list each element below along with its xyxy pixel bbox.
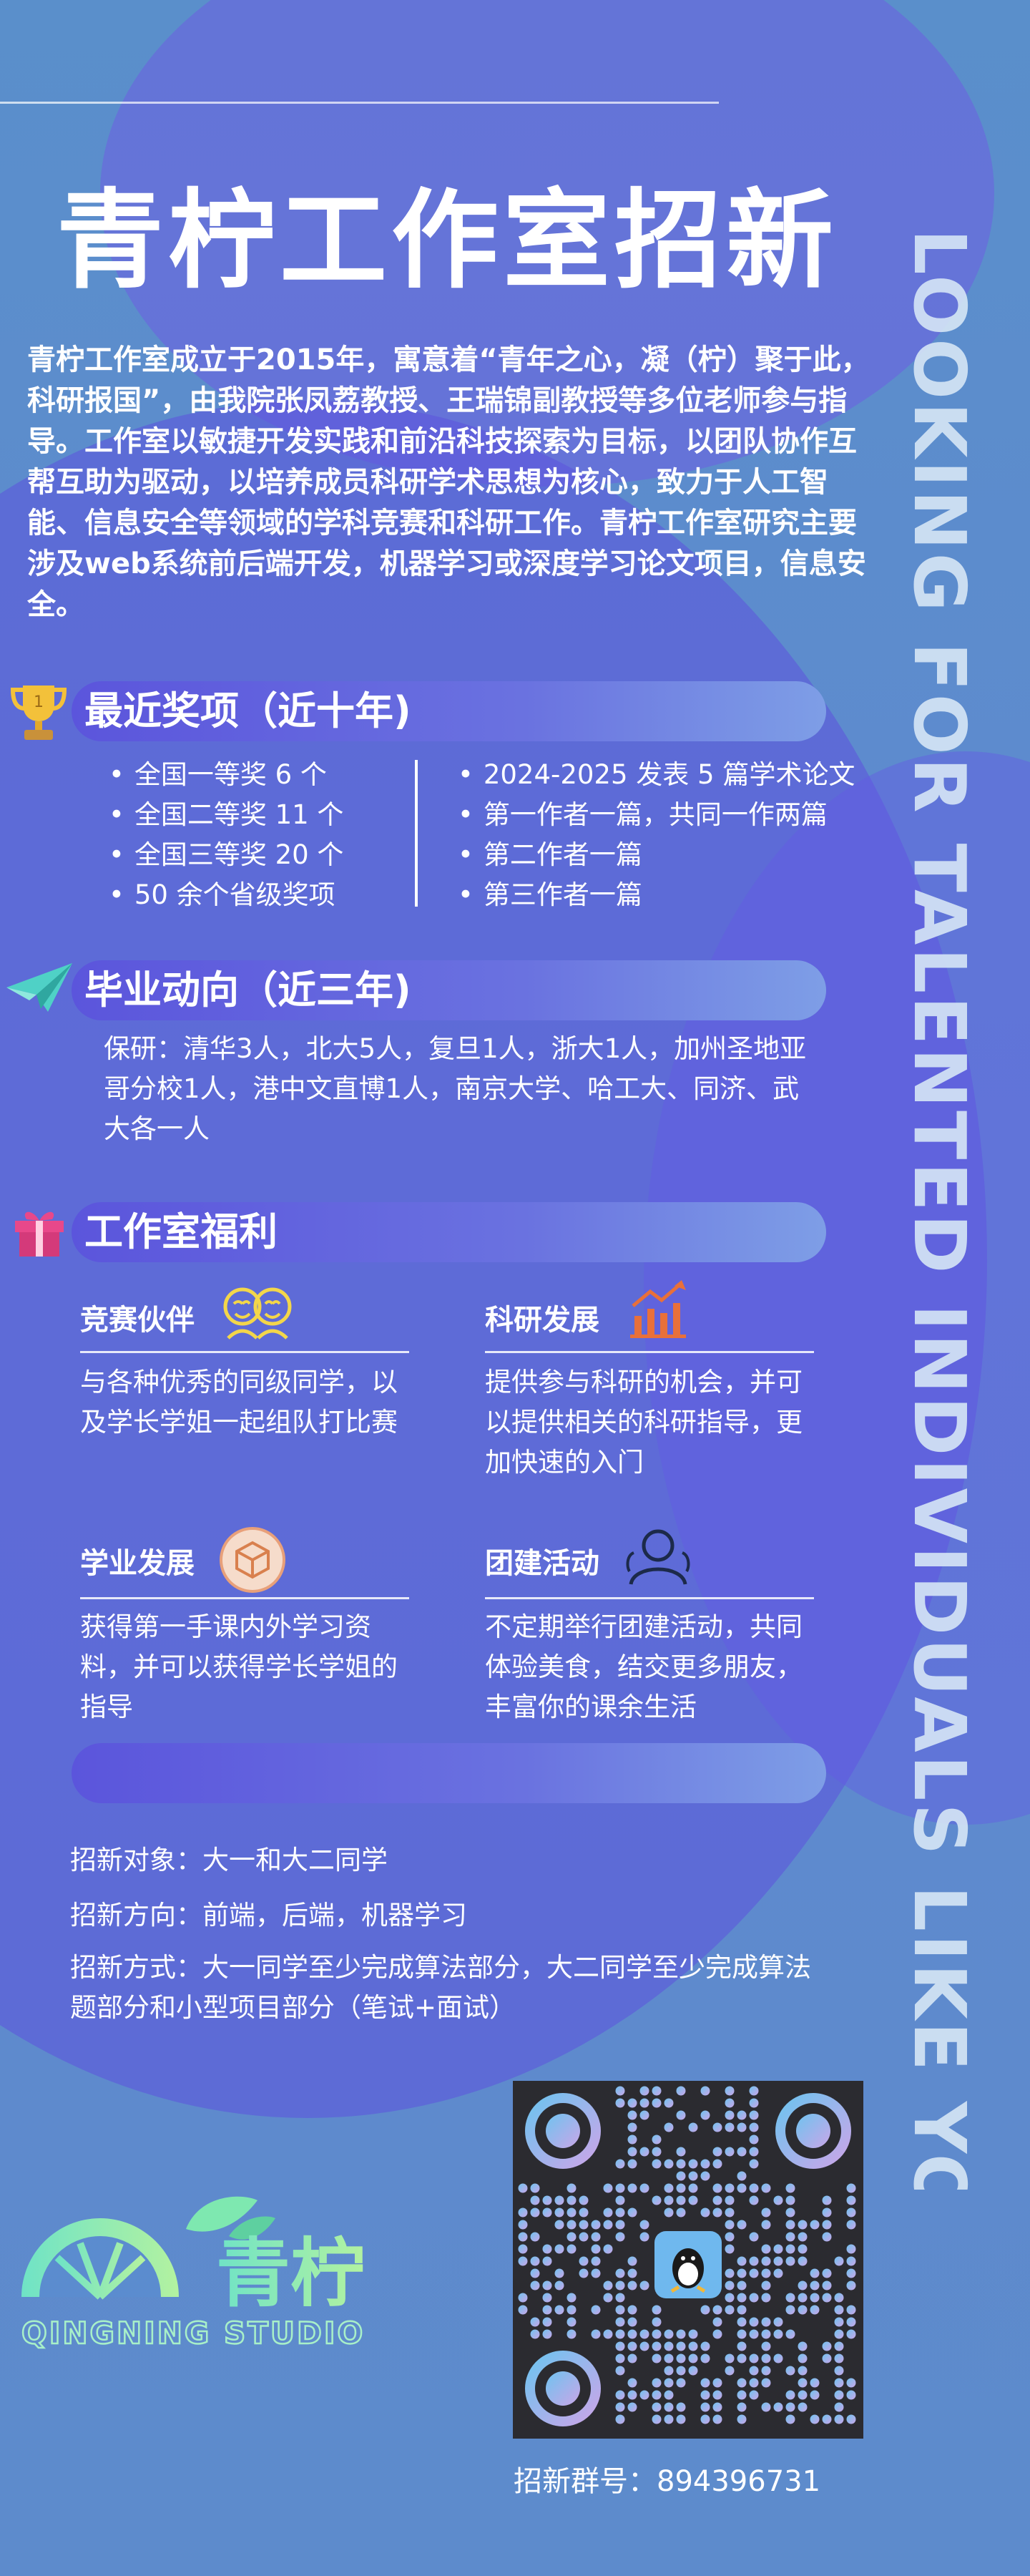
gift-icon: [15, 1211, 64, 1257]
empty-divider-bar: [72, 1743, 826, 1803]
awards-bar: [72, 681, 826, 741]
recruit-direction: 招新方向：前端，后端，机器学习: [70, 1900, 467, 1931]
benefit-heading-competition: 竞赛伙伴: [80, 1304, 195, 1337]
benefit-underline: [485, 1597, 814, 1599]
top-divider: [0, 102, 719, 104]
qr-code-pattern: [518, 2086, 856, 2426]
paper-item: 第一作者一篇，共同一作两篇: [458, 795, 855, 835]
logo-cn-text: 青柠: [216, 2230, 365, 2317]
cube-icon: [220, 1527, 285, 1593]
benefit-underline: [80, 1351, 409, 1353]
benefit-heading-academic: 学业发展: [80, 1547, 195, 1580]
group-number: 招新群号：894396731: [514, 2465, 821, 2498]
trophy-icon: 1: [10, 686, 67, 740]
benefit-heading-team: 团建活动: [485, 1547, 599, 1580]
qq-penguin-icon: [670, 2248, 706, 2293]
growth-chart-icon: [630, 1280, 686, 1338]
recruit-target: 招新对象：大一和大二同学: [70, 1845, 388, 1875]
awards-list-left: 全国一等奖 6 个 全国二等奖 11 个 全国三等奖 20 个 50 余个省级奖…: [109, 755, 344, 915]
vertical-slogan: LOOKING FOR TALENTED INDIVIDUALS LIKE YO…: [900, 229, 978, 2190]
graduation-bar: [72, 960, 826, 1020]
friends-icon: [223, 1287, 292, 1340]
paper-plane-icon: [6, 963, 72, 1012]
benefits-bar: [72, 1202, 826, 1262]
recruit-method: 招新方式：大一同学至少完成算法部分，大二同学至少完成算法题部分和小型项目部分（笔…: [70, 1952, 811, 2023]
benefit-text-academic: 获得第一手课内外学习资料，并可以获得学长学姐的指导: [80, 1611, 398, 1722]
award-item: 全国二等奖 11 个: [109, 795, 344, 835]
graduation-title: 毕业动向（近三年): [84, 967, 411, 1013]
logo-en-text: QINGNING STUDIO: [21, 2316, 365, 2351]
awards-title: 最近奖项（近十年): [84, 688, 411, 733]
studio-logo: 青柠 QINGNING STUDIO: [21, 2196, 365, 2351]
paper-item: 第二作者一篇: [458, 835, 855, 875]
awards-divider: [415, 760, 418, 907]
benefit-text-team: 不定期举行团建活动，共同体验美食，结交更多朋友，丰富你的课余生活: [485, 1611, 803, 1722]
qr-code[interactable]: [513, 2081, 863, 2439]
graduation-text: 保研：清华3人，北大5人，复旦1人，浙大1人，加州圣地亚哥分校1人，港中文直博1…: [104, 1033, 807, 1144]
benefits-title: 工作室福利: [84, 1209, 278, 1254]
award-item: 全国三等奖 20 个: [109, 835, 344, 875]
benefit-text-competition: 与各种优秀的同级同学，以及学长学姐一起组队打比赛: [80, 1367, 398, 1438]
benefit-underline: [485, 1351, 814, 1353]
awards-list-right: 2024-2025 发表 5 篇学术论文 第一作者一篇，共同一作两篇 第二作者一…: [458, 755, 855, 915]
intro-paragraph: 青柠工作室成立于2015年，寓意着“青年之心，凝（柠）聚于此，科研报国”，由我院…: [27, 343, 870, 621]
svg-text:1: 1: [34, 693, 44, 711]
benefit-underline: [80, 1597, 409, 1599]
award-item: 50 余个省级奖项: [109, 875, 343, 915]
benefit-text-research: 提供参与科研的机会，并可以提供相关的科研指导，更加快速的入门: [485, 1367, 803, 1478]
award-item: 全国一等奖 6 个: [109, 755, 343, 795]
page-title: 青柠工作室招新: [56, 179, 838, 303]
paper-item: 2024-2025 发表 5 篇学术论文: [458, 755, 855, 795]
paper-item: 第三作者一篇: [458, 875, 855, 915]
benefit-heading-research: 科研发展: [485, 1304, 599, 1337]
team-icon: [626, 1529, 690, 1585]
